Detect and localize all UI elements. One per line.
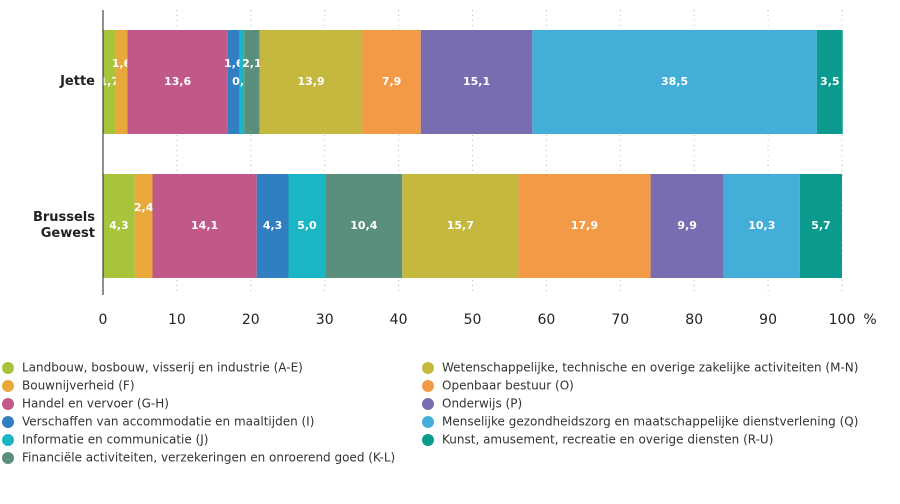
data-label: 1,7 bbox=[100, 75, 120, 88]
bar-segment bbox=[259, 30, 363, 134]
x-tick-label: 30 bbox=[316, 312, 334, 328]
legend-marker bbox=[2, 398, 14, 410]
bar-segment bbox=[532, 30, 817, 134]
bar-segment bbox=[362, 30, 421, 134]
x-tick-label: 100 bbox=[829, 312, 856, 328]
data-label: 2,4 bbox=[134, 201, 154, 214]
bar-segment bbox=[402, 174, 519, 278]
legend-marker bbox=[2, 434, 14, 446]
legend-marker bbox=[422, 398, 434, 410]
bar-segment bbox=[239, 30, 245, 134]
bar-segment bbox=[518, 174, 651, 278]
bar-segment bbox=[256, 174, 289, 278]
x-tick-label: 0 bbox=[99, 312, 108, 328]
legend-marker bbox=[422, 434, 434, 446]
legend-marker bbox=[2, 416, 14, 428]
legend-label: Verschaffen van accommodatie en maaltijd… bbox=[22, 415, 314, 429]
data-label: 9,9 bbox=[677, 219, 697, 232]
bar-segment bbox=[127, 30, 228, 134]
bar-segment bbox=[227, 30, 240, 134]
x-tick-label: 60 bbox=[537, 312, 555, 328]
legend-label: Menselijke gezondheidszorg en maatschapp… bbox=[442, 415, 858, 429]
data-label: 1,6 bbox=[224, 57, 244, 70]
data-label: 2,1 bbox=[242, 57, 262, 70]
bar-segment bbox=[244, 30, 260, 134]
data-label: 1,6 bbox=[112, 57, 132, 70]
legend-label: Wetenschappelijke, technische en overige… bbox=[442, 361, 858, 375]
bar-segment bbox=[650, 174, 724, 278]
legend-label: Landbouw, bosbouw, visserij en industrie… bbox=[22, 361, 303, 375]
legend-label: Onderwijs (P) bbox=[442, 397, 522, 411]
x-tick-label: 40 bbox=[390, 312, 408, 328]
data-label: 38,5 bbox=[661, 75, 688, 88]
legend-marker bbox=[2, 362, 14, 374]
data-label: 7,9 bbox=[382, 75, 402, 88]
category-label: Brussels Gewest bbox=[32, 210, 95, 241]
category-label: Jette bbox=[60, 74, 95, 89]
bar-segment bbox=[420, 30, 533, 134]
data-label: 14,1 bbox=[191, 219, 218, 232]
x-tick-label: 10 bbox=[168, 312, 186, 328]
x-axis-unit: % bbox=[863, 312, 876, 328]
x-tick-label: 70 bbox=[611, 312, 629, 328]
bar-segment bbox=[723, 174, 800, 278]
x-tick-label: 50 bbox=[464, 312, 482, 328]
legend-marker bbox=[2, 380, 14, 392]
bar-segment bbox=[325, 174, 403, 278]
x-tick-label: 90 bbox=[759, 312, 777, 328]
data-label: 3,5 bbox=[820, 75, 840, 88]
data-label: 15,1 bbox=[463, 75, 490, 88]
bar-segment bbox=[103, 30, 116, 134]
legend-label: Financiële activiteiten, verzekeringen e… bbox=[22, 451, 395, 465]
bar-segment bbox=[115, 30, 128, 134]
data-label: 10,4 bbox=[350, 219, 377, 232]
legend-marker bbox=[422, 380, 434, 392]
x-tick-label: 80 bbox=[685, 312, 703, 328]
data-label: 4,3 bbox=[109, 219, 129, 232]
legend-marker bbox=[422, 362, 434, 374]
legend-marker bbox=[422, 416, 434, 428]
data-label: 17,9 bbox=[571, 219, 598, 232]
data-label: 13,9 bbox=[297, 75, 324, 88]
legend-label: Bouwnijverheid (F) bbox=[22, 379, 135, 393]
data-label: 10,3 bbox=[748, 219, 775, 232]
bar-segment bbox=[288, 174, 326, 278]
bar-segment bbox=[799, 174, 842, 278]
data-label: 15,7 bbox=[447, 219, 474, 232]
legend-label: Handel en vervoer (G-H) bbox=[22, 397, 169, 411]
legend-label: Kunst, amusement, recreatie en overige d… bbox=[442, 433, 773, 447]
data-label: 5,0 bbox=[297, 219, 317, 232]
x-tick-label: 20 bbox=[242, 312, 260, 328]
legend-label: Informatie en communicatie (J) bbox=[22, 433, 208, 447]
bar-segment bbox=[103, 174, 135, 278]
data-label: 5,7 bbox=[811, 219, 831, 232]
legend-marker bbox=[2, 452, 14, 464]
bar-segment bbox=[816, 30, 843, 134]
legend-label: Openbaar bestuur (O) bbox=[442, 379, 574, 393]
bar-segment bbox=[134, 174, 153, 278]
data-label: 13,6 bbox=[164, 75, 191, 88]
data-label: 4,3 bbox=[263, 219, 283, 232]
bar-segment bbox=[152, 174, 257, 278]
